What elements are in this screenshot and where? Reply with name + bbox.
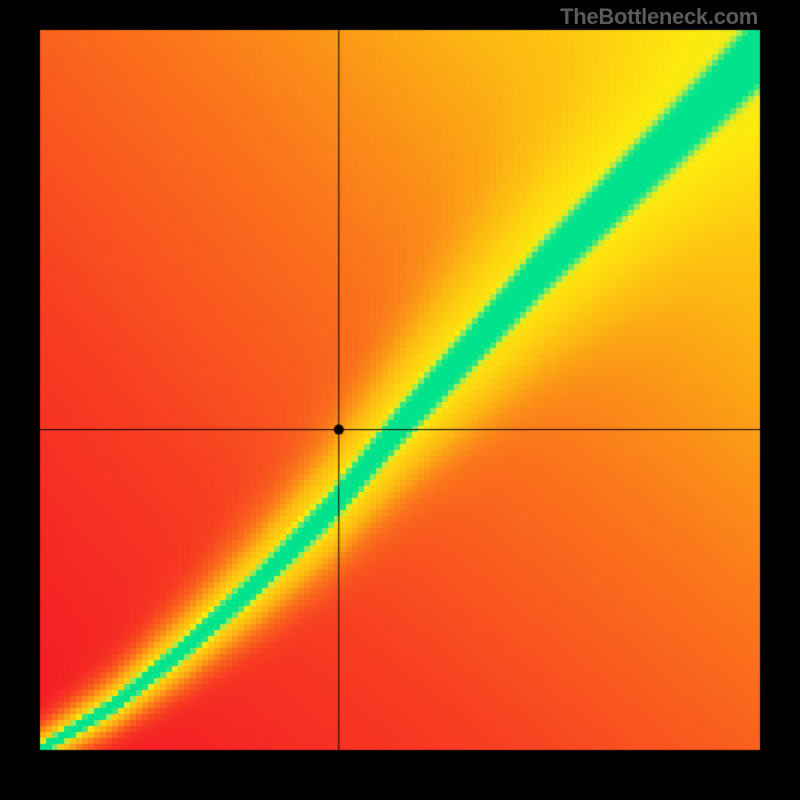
chart-container: TheBottleneck.com [0, 0, 800, 800]
watermark-text: TheBottleneck.com [560, 4, 758, 30]
bottleneck-heatmap [0, 0, 800, 800]
